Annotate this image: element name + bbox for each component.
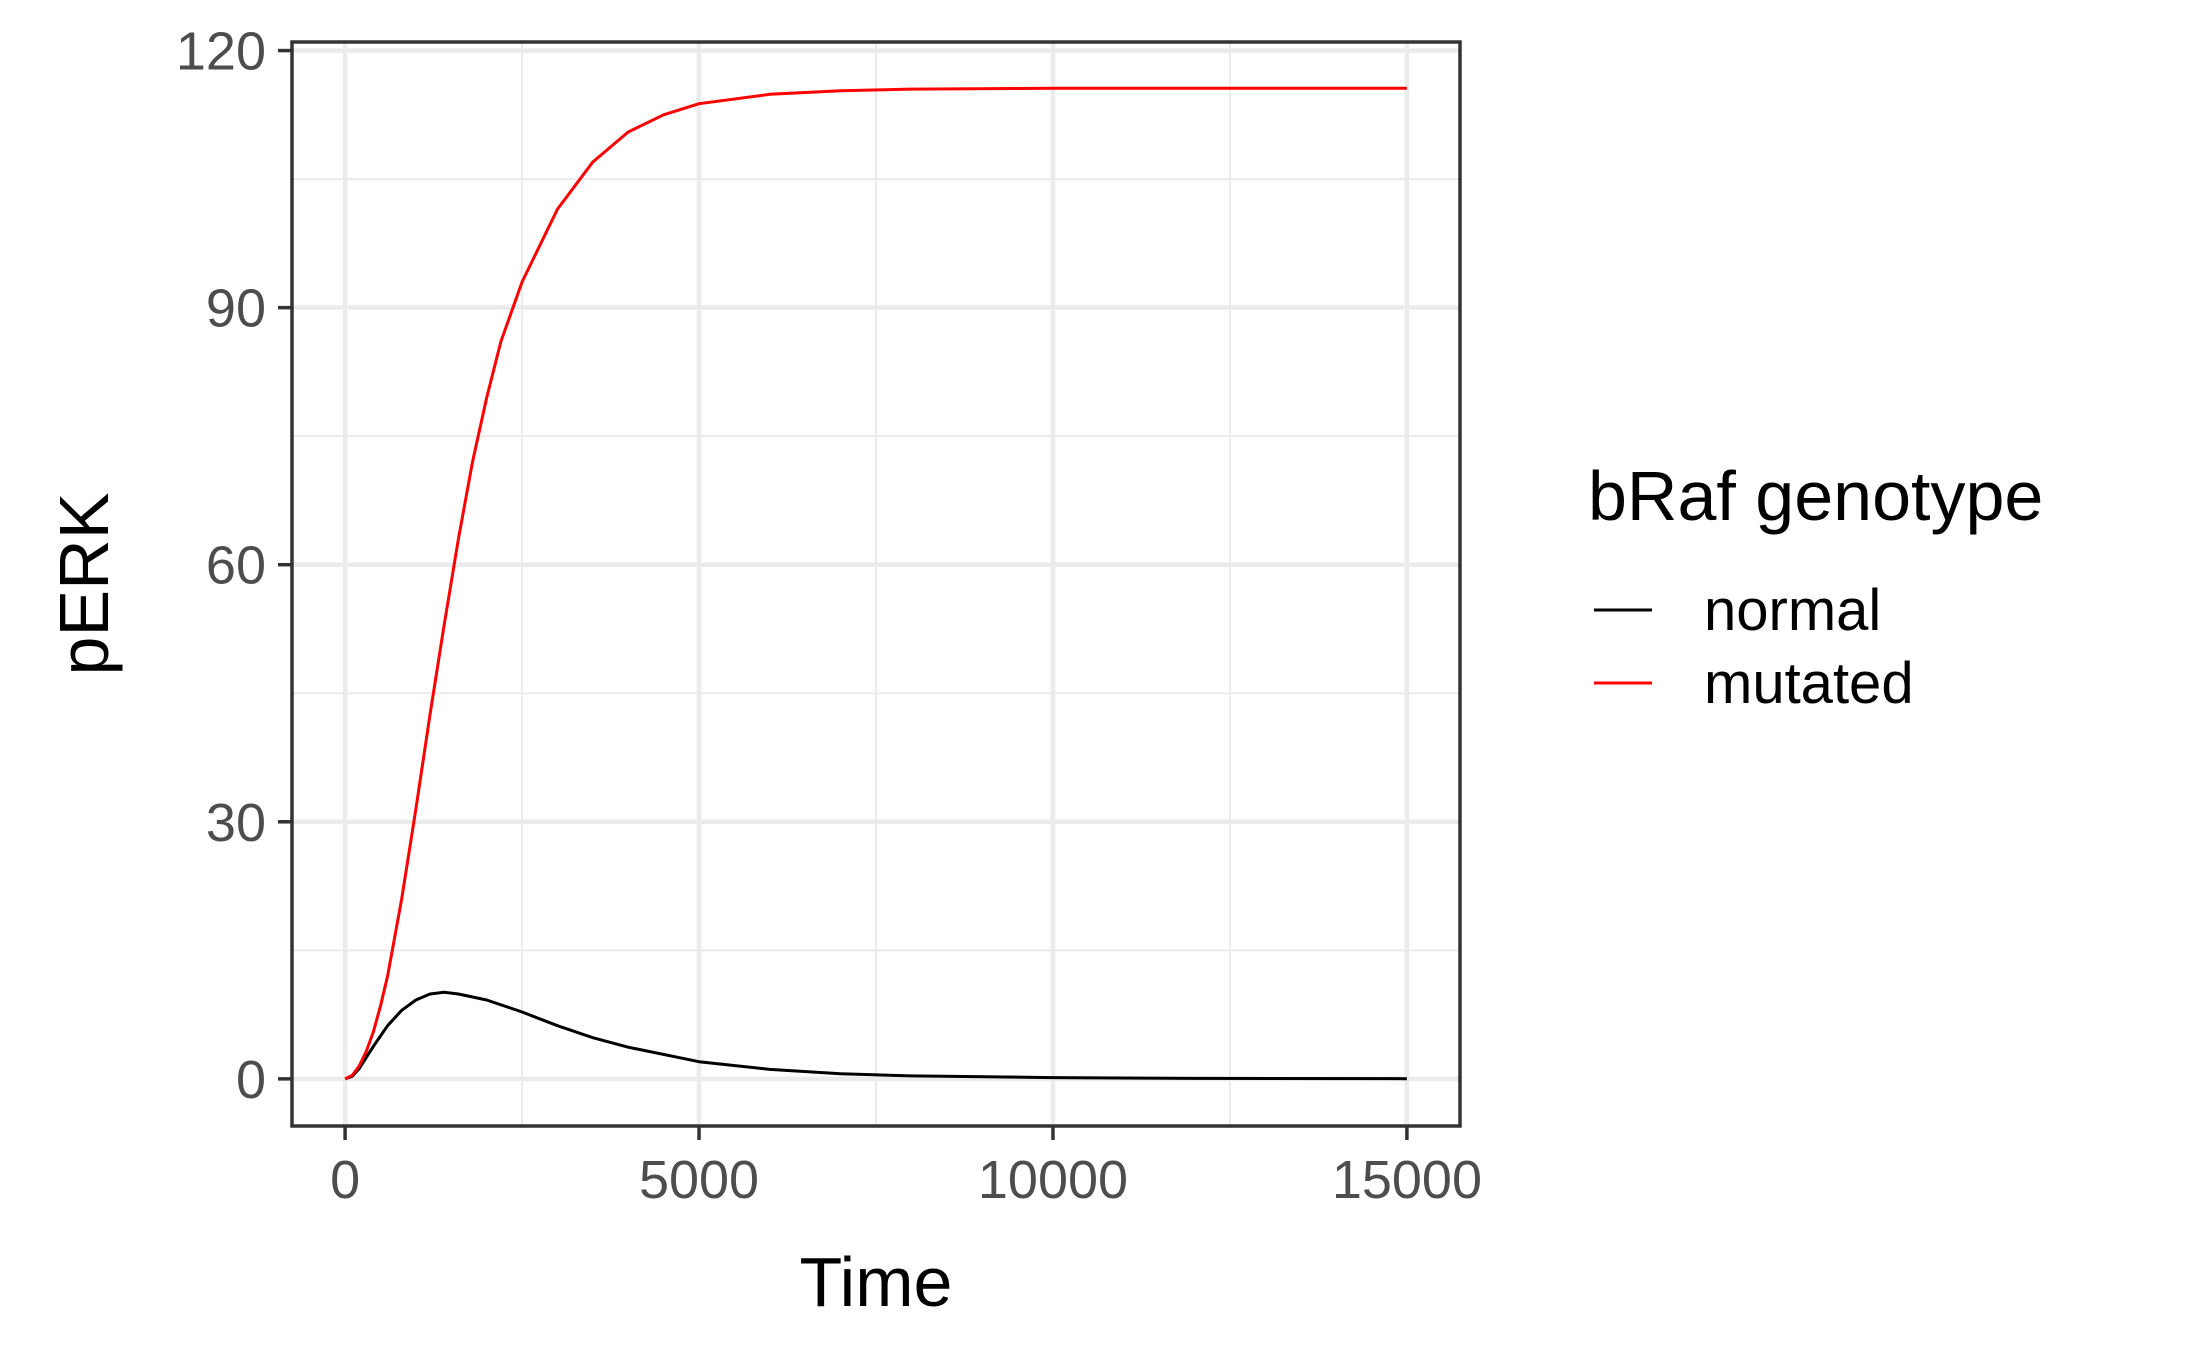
y-tick-label: 0 bbox=[236, 1050, 266, 1110]
y-tick-label: 90 bbox=[206, 279, 266, 339]
x-tick-label: 5000 bbox=[639, 1150, 759, 1210]
y-tick-label: 30 bbox=[206, 793, 266, 853]
legend-title: bRaf genotype bbox=[1588, 457, 2043, 535]
y-tick-label: 120 bbox=[176, 22, 266, 82]
legend-label-mutated: mutated bbox=[1704, 651, 1914, 716]
x-tick-label: 0 bbox=[330, 1150, 360, 1210]
y-tick-label: 60 bbox=[206, 536, 266, 596]
panel-border bbox=[290, 40, 1462, 1128]
y-axis-title: pERK bbox=[45, 493, 123, 676]
legend-label-normal: normal bbox=[1704, 578, 1881, 643]
grid-major bbox=[292, 42, 1460, 1126]
x-axis-title: Time bbox=[800, 1243, 953, 1321]
x-tick-label: 10000 bbox=[978, 1150, 1128, 1210]
series-line-normal bbox=[344, 990, 1407, 1081]
legend: bRaf genotype normal mutated bbox=[1588, 457, 2043, 716]
x-tick-label: 15000 bbox=[1332, 1150, 1482, 1210]
axis-ticks bbox=[278, 48, 1409, 1140]
grid-minor bbox=[292, 42, 1460, 1126]
series-line-mutated bbox=[344, 86, 1407, 1081]
tick-labels: 0 5000 10000 15000 0 30 60 90 120 bbox=[176, 22, 1482, 1210]
series-lines bbox=[344, 86, 1407, 1081]
